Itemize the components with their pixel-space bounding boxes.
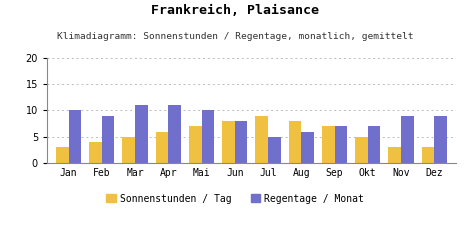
Bar xyxy=(434,116,447,163)
Bar xyxy=(401,116,414,163)
Bar xyxy=(102,116,115,163)
Bar xyxy=(156,132,168,163)
Text: Frankreich, Plaisance: Frankreich, Plaisance xyxy=(151,4,319,17)
Bar xyxy=(69,110,81,163)
Bar xyxy=(335,126,347,163)
Bar xyxy=(301,132,314,163)
Bar xyxy=(355,137,368,163)
Bar xyxy=(368,126,380,163)
Bar xyxy=(135,105,148,163)
Bar xyxy=(89,142,102,163)
Bar xyxy=(388,147,401,163)
Legend: Sonnenstunden / Tag, Regentage / Monat: Sonnenstunden / Tag, Regentage / Monat xyxy=(102,190,368,208)
Text: Copyright (C) 2010 sonnenlaender.de: Copyright (C) 2010 sonnenlaender.de xyxy=(141,224,329,233)
Bar xyxy=(255,116,268,163)
Bar xyxy=(235,121,248,163)
Bar xyxy=(202,110,214,163)
Bar xyxy=(422,147,434,163)
Bar xyxy=(289,121,301,163)
Bar xyxy=(168,105,181,163)
Bar xyxy=(56,147,69,163)
Bar xyxy=(123,137,135,163)
Bar xyxy=(322,126,335,163)
Bar xyxy=(189,126,202,163)
Text: Klimadiagramm: Sonnenstunden / Regentage, monatlich, gemittelt: Klimadiagramm: Sonnenstunden / Regentage… xyxy=(57,32,413,41)
Bar xyxy=(222,121,235,163)
Bar xyxy=(268,137,281,163)
